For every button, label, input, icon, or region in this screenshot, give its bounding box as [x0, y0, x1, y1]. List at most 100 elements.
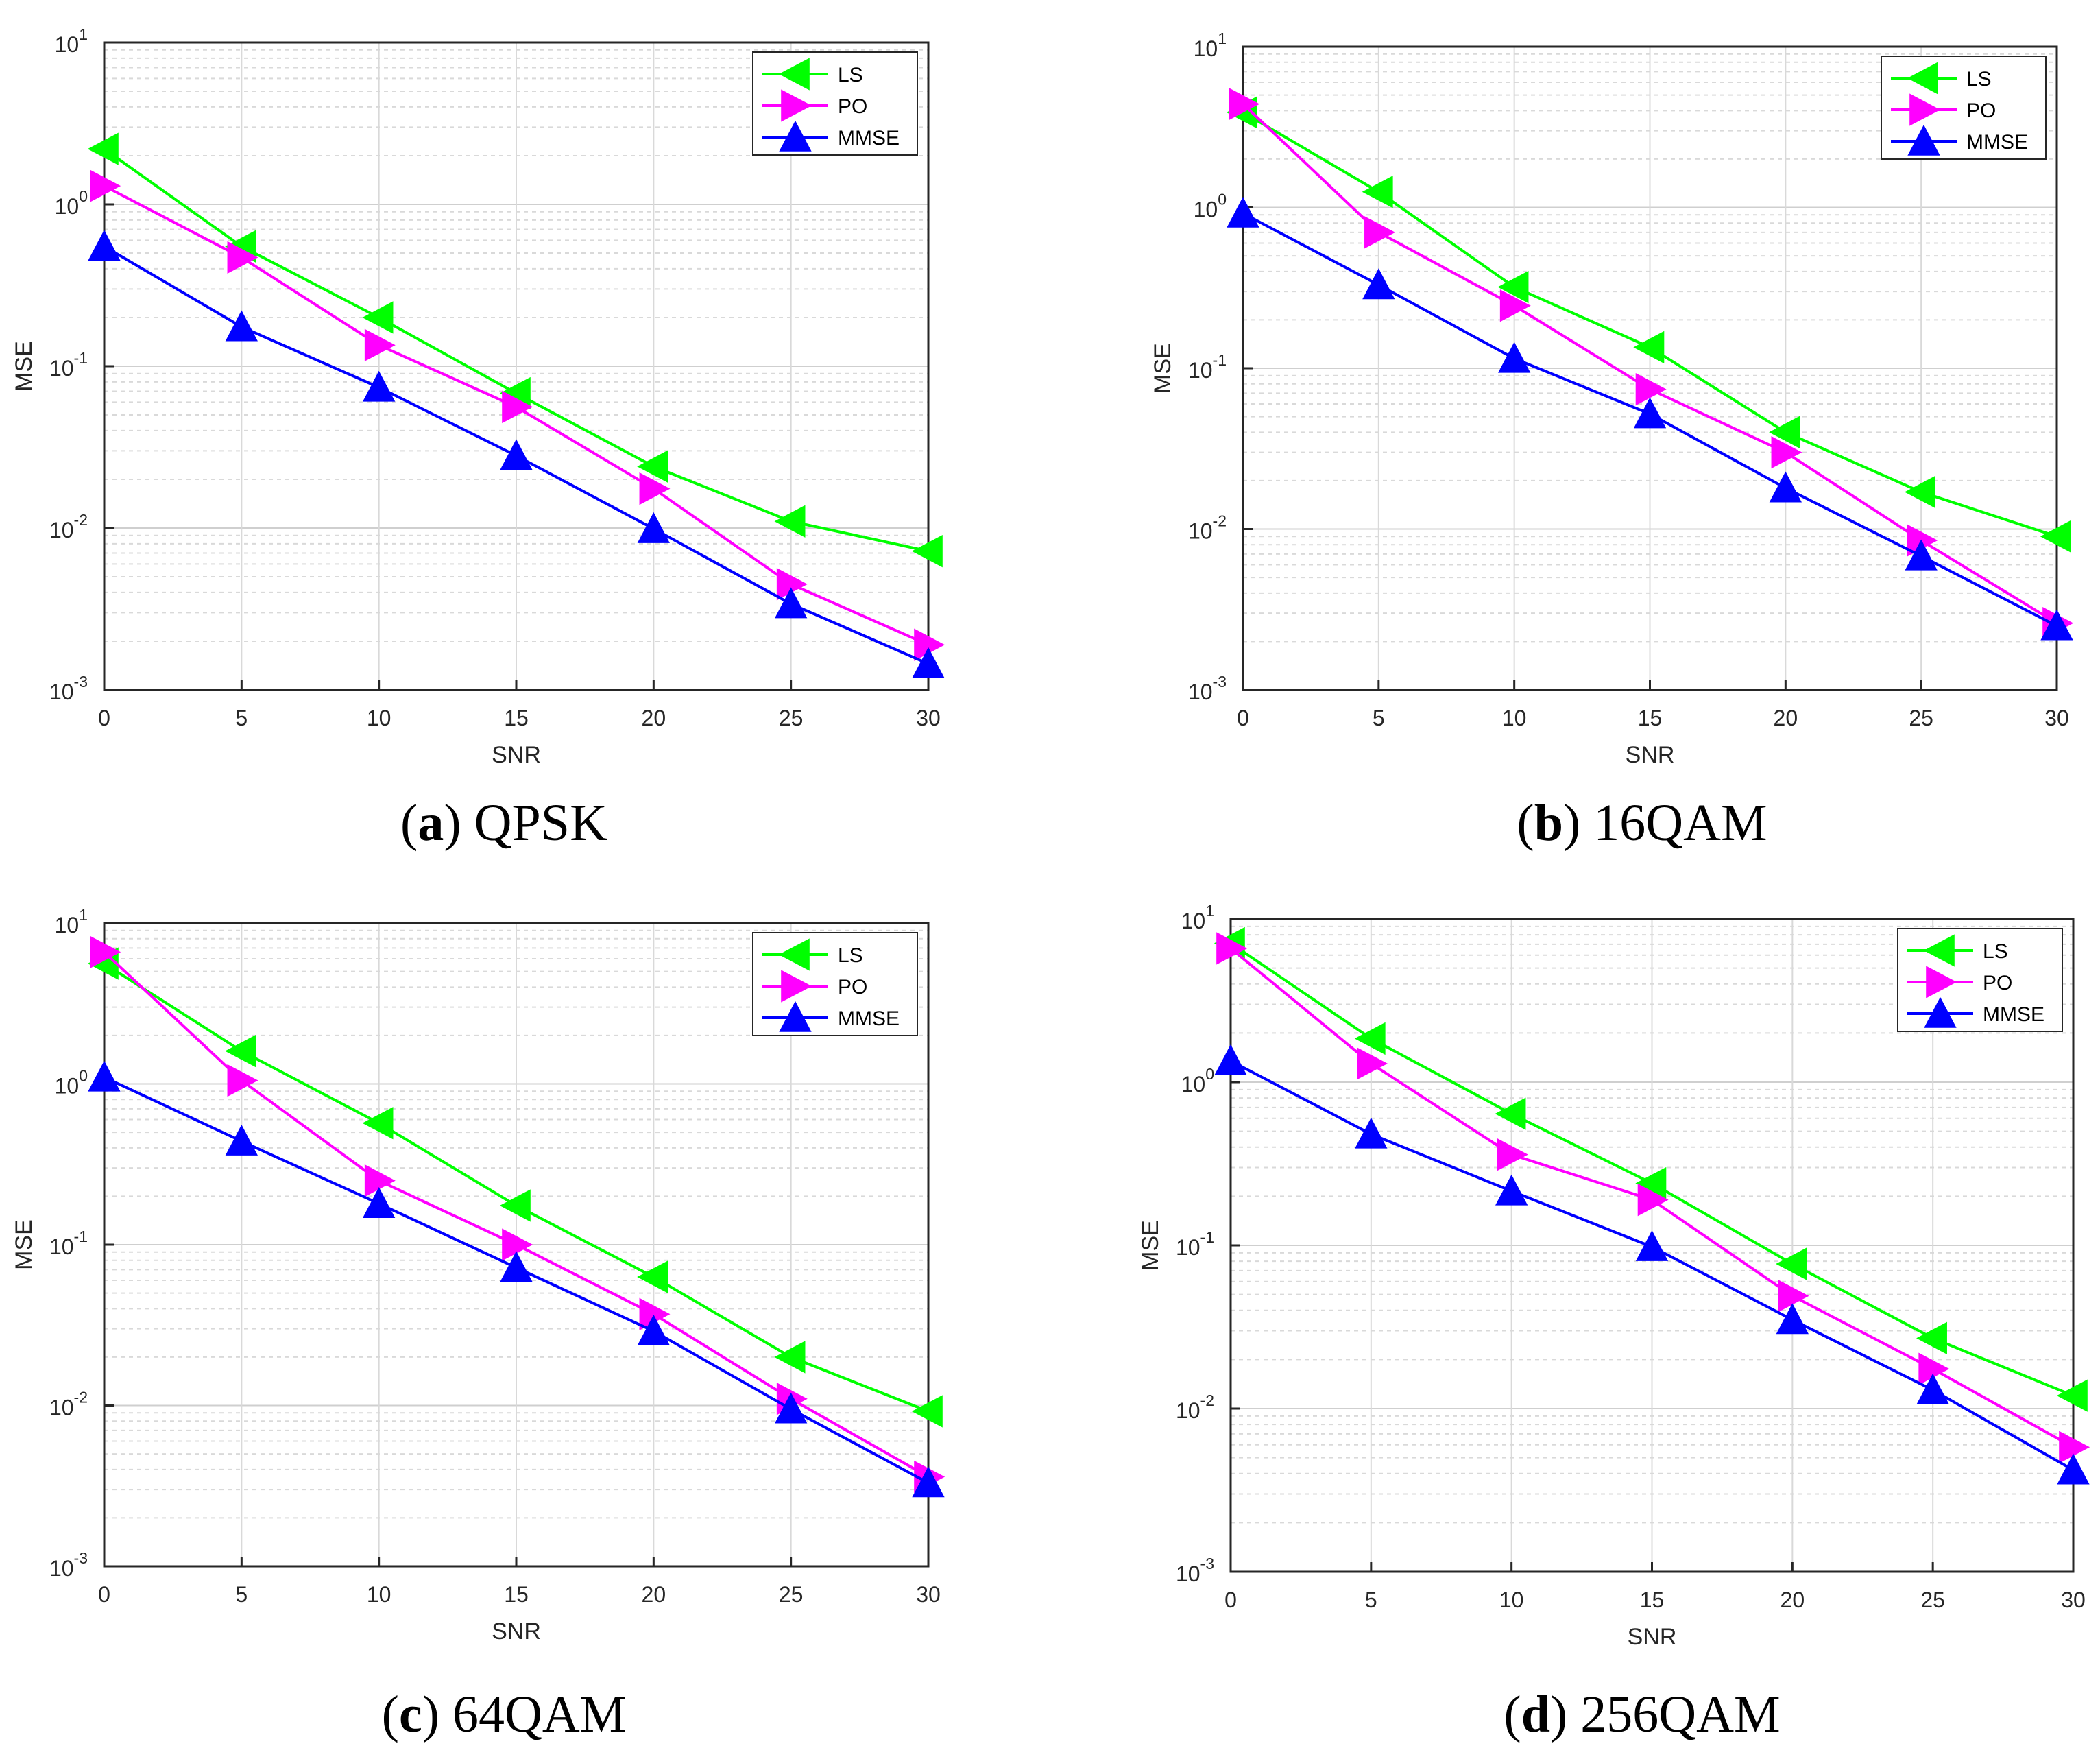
chart-panel-b: 0 5 10 15 20 25 30 10-3 10-2 10-1 100 101 SNR MSE LS PO… [1150, 29, 2074, 852]
legend: LS PO MMSE [752, 932, 918, 1036]
y-tick-label: 101 [55, 906, 88, 937]
data-point-ls [225, 1034, 256, 1068]
data-point-po [1771, 435, 1802, 469]
legend-label-po: PO [838, 95, 867, 118]
legend-marker-po [781, 970, 812, 1003]
x-axis-label: SNR [492, 742, 541, 768]
data-point-mmse [912, 1466, 945, 1498]
data-point-mmse [1635, 1230, 1669, 1261]
y-tick-label: 10-2 [1176, 1391, 1214, 1423]
x-tick-label: 15 [504, 706, 529, 730]
data-point-ls [911, 535, 943, 568]
legend-marker-mmse [779, 1001, 812, 1032]
x-tick-label: 15 [1640, 1588, 1665, 1612]
data-point-mmse [775, 587, 808, 619]
data-point-ls [1916, 1321, 1947, 1354]
x-tick-label: 20 [1781, 1588, 1805, 1612]
data-point-po [1497, 1138, 1528, 1171]
data-point-ls [1495, 1097, 1526, 1130]
legend-label-po: PO [1966, 99, 1996, 122]
data-point-po [1635, 373, 1667, 406]
x-tick-label: 30 [916, 706, 941, 730]
y-tick-label: 10-2 [1188, 512, 1227, 544]
legend-label-mmse: MMSE [838, 1007, 900, 1030]
legend-marker-mmse [779, 120, 812, 152]
x-axis-label: SNR [1628, 1624, 1677, 1650]
legend-marker-mmse [1924, 996, 1957, 1028]
data-point-po [364, 1164, 396, 1197]
data-point-po [227, 241, 258, 274]
x-tick-label: 25 [1920, 1588, 1945, 1612]
data-point-mmse [88, 230, 121, 261]
x-tick-label: 10 [367, 706, 391, 730]
data-point-ls [2040, 520, 2071, 553]
y-axis-label: MSE [11, 1219, 37, 1270]
data-point-mmse [912, 647, 945, 678]
data-point-po [639, 472, 671, 505]
x-tick-label: 30 [2061, 1588, 2086, 1612]
y-tick-label: 10-3 [1176, 1555, 1214, 1586]
data-point-ls [362, 1107, 394, 1140]
legend-label-po: PO [838, 976, 867, 998]
x-tick-label: 10 [1499, 1588, 1524, 1612]
legend: LS PO MMSE [752, 51, 918, 156]
y-tick-label: 10-1 [49, 1228, 88, 1259]
data-point-po [1216, 932, 1248, 965]
panel-caption: (d) 256QAM [1504, 1686, 1780, 1743]
y-tick-label: 100 [55, 1067, 88, 1099]
data-point-po [1357, 1047, 1388, 1080]
data-point-mmse [1916, 1373, 1949, 1404]
y-tick-label: 100 [55, 187, 88, 219]
x-axis-label: SNR [1626, 742, 1675, 768]
y-axis-label: MSE [1150, 343, 1176, 394]
x-tick-label: 0 [98, 706, 110, 730]
data-point-ls [87, 132, 119, 165]
x-tick-label: 15 [1638, 706, 1663, 730]
x-tick-label: 25 [779, 706, 804, 730]
data-point-ls [1362, 176, 1393, 208]
data-point-po [1778, 1280, 1809, 1313]
panel-caption: (a) QPSK [400, 794, 607, 852]
data-point-ls [499, 1189, 531, 1222]
y-tick-label: 10-3 [49, 1549, 88, 1581]
x-tick-label: 15 [504, 1582, 529, 1607]
x-tick-label: 10 [367, 1582, 391, 1607]
data-point-mmse [775, 1392, 808, 1424]
data-point-ls [1776, 1247, 1807, 1280]
x-tick-label: 20 [642, 1582, 666, 1607]
y-tick-label: 10-3 [49, 673, 88, 704]
data-point-ls [911, 1395, 943, 1428]
data-point-po [502, 1228, 533, 1261]
data-point-po [1229, 87, 1260, 121]
data-point-mmse [1227, 196, 1259, 228]
legend-marker-po [781, 89, 812, 122]
data-point-po [1364, 216, 1395, 249]
x-tick-label: 20 [642, 706, 666, 730]
data-point-mmse [1776, 1303, 1809, 1335]
data-point-ls [1769, 416, 1800, 448]
x-tick-label: 5 [1365, 1588, 1377, 1612]
data-point-mmse [1905, 539, 1938, 571]
data-point-mmse [1362, 268, 1395, 300]
data-point-ls [1354, 1022, 1386, 1055]
x-tick-label: 0 [1224, 1588, 1237, 1612]
data-point-mmse [363, 1186, 396, 1218]
y-tick-label: 100 [1181, 1065, 1214, 1097]
data-point-mmse [637, 1314, 670, 1345]
legend-label-mmse: MMSE [838, 127, 900, 149]
legend-marker-po [1909, 93, 1941, 126]
y-tick-label: 101 [1194, 29, 1227, 61]
data-point-mmse [1633, 397, 1667, 429]
x-tick-label: 0 [98, 1582, 110, 1607]
data-point-po [502, 390, 533, 424]
x-tick-label: 30 [2044, 706, 2069, 730]
y-axis-label: MSE [1137, 1220, 1163, 1271]
data-point-mmse [88, 1060, 121, 1092]
chart-panel-c: 0 5 10 15 20 25 30 10-3 10-2 10-1 100 101 SNR MSE LS PO… [11, 906, 945, 1743]
data-point-po [1637, 1184, 1669, 1217]
x-tick-label: 25 [1909, 706, 1933, 730]
data-point-mmse [2040, 609, 2073, 641]
y-tick-label: 10-1 [49, 349, 88, 381]
x-tick-label: 10 [1502, 706, 1527, 730]
legend-marker-ls [1907, 62, 1938, 95]
